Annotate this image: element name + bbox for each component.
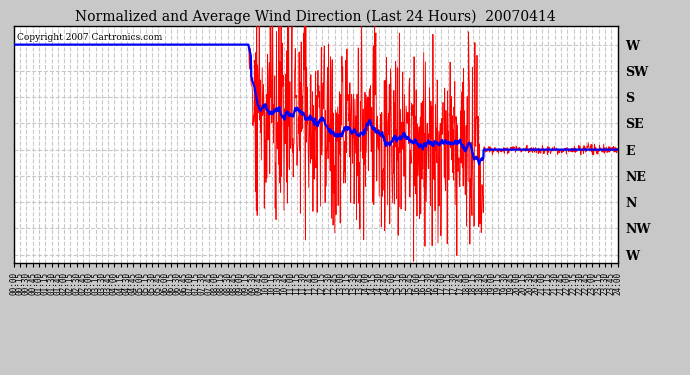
Text: Copyright 2007 Cartronics.com: Copyright 2007 Cartronics.com <box>17 33 162 42</box>
Title: Normalized and Average Wind Direction (Last 24 Hours)  20070414: Normalized and Average Wind Direction (L… <box>75 9 556 24</box>
